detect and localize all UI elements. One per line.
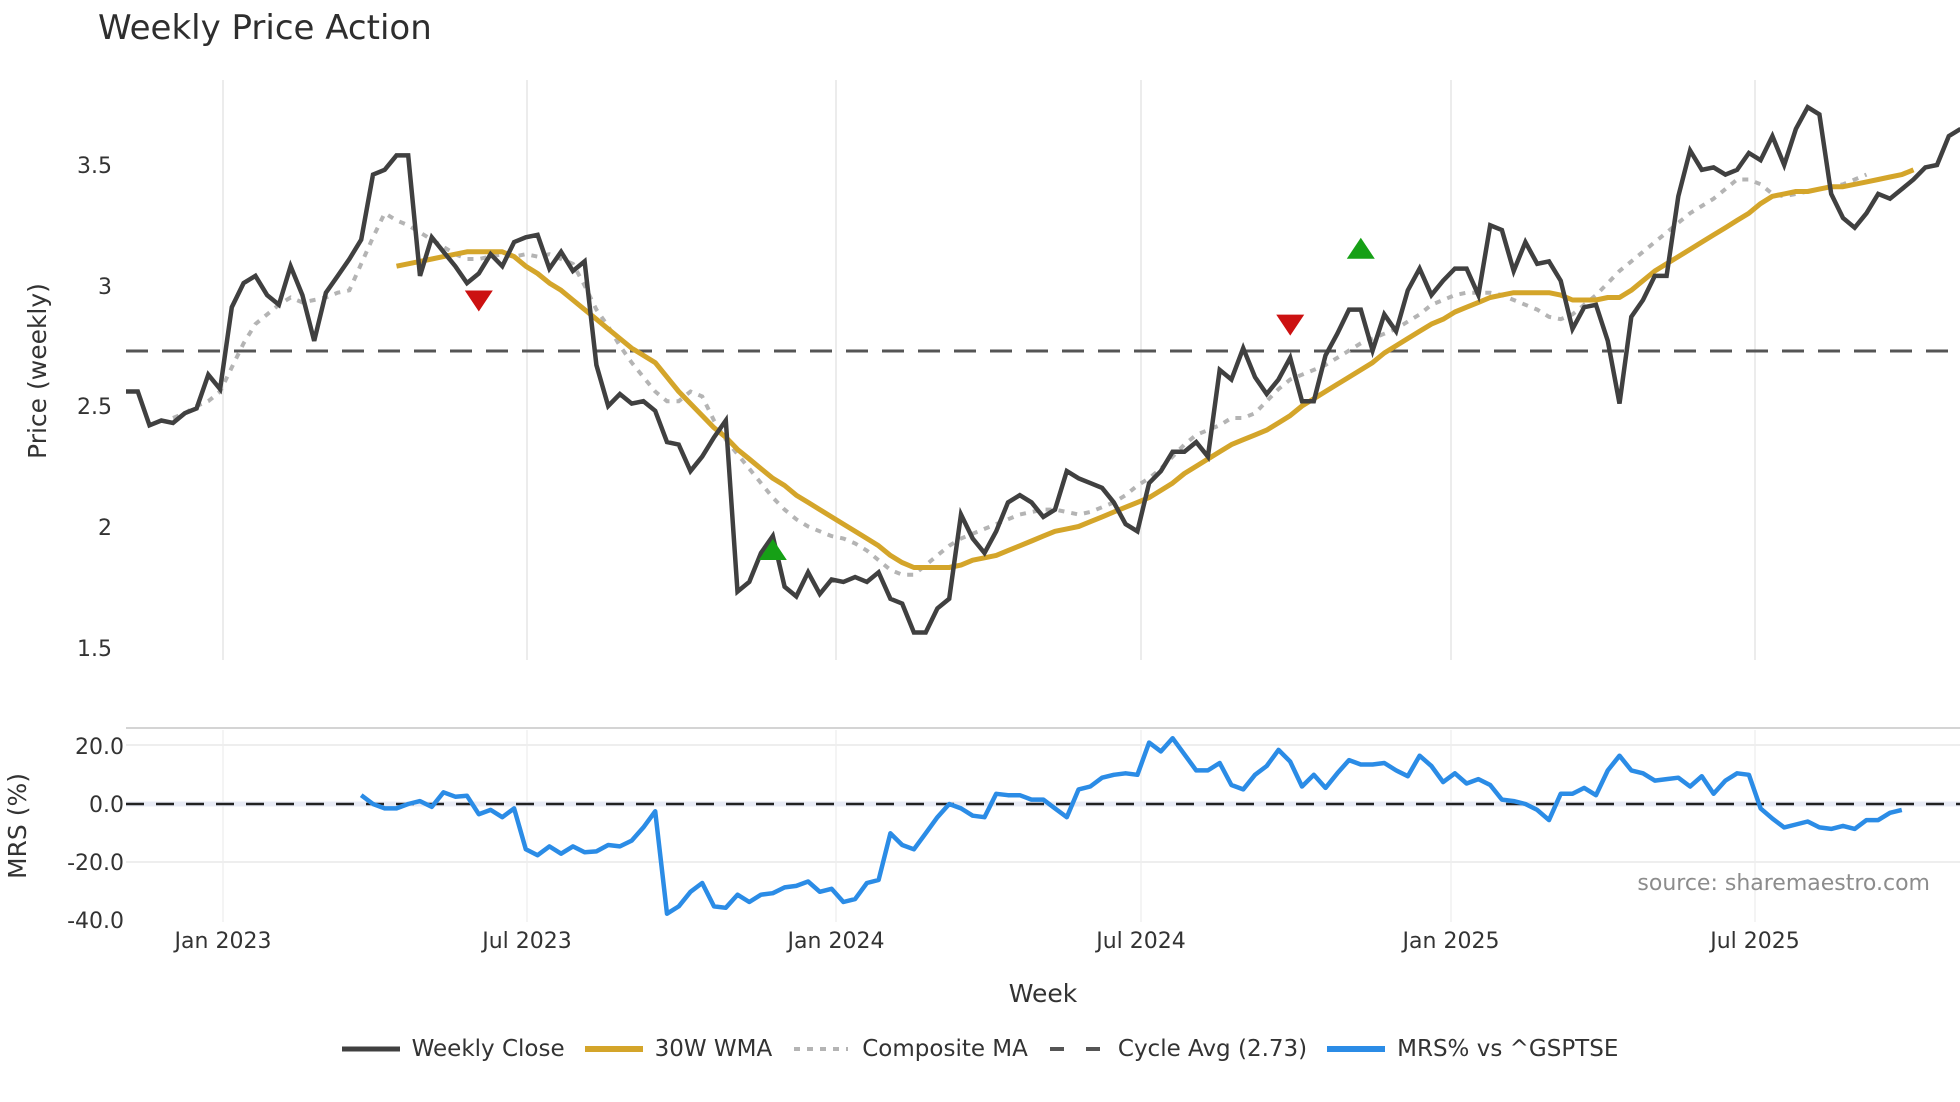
solid-line-icon — [584, 1046, 643, 1052]
x-tick: Jan 2025 — [1401, 929, 1500, 954]
x-axis-ticks: Jan 2023 Jul 2023 Jan 2024 Jul 2024 Jan … — [173, 929, 1800, 954]
price-ytick: 1.5 — [77, 637, 112, 662]
mrs-y-axis-title: MRS (%) — [3, 773, 32, 879]
legend-item-cycle-avg[interactable]: Cycle Avg (2.73) — [1048, 1036, 1307, 1062]
price-ytick: 2.5 — [77, 395, 112, 420]
mrs-ytick: -20.0 — [67, 851, 124, 876]
source-label: source: sharemaestro.com — [1637, 871, 1930, 896]
solid-line-icon — [1327, 1046, 1386, 1052]
mrs-line — [359, 735, 1903, 916]
x-tick: Jan 2024 — [786, 929, 885, 954]
mrs-y-ticks: -40.0 -20.0 0.0 20.0 — [67, 735, 124, 934]
x-axis-title: Week — [1009, 979, 1078, 1008]
legend-label: Cycle Avg (2.73) — [1117, 1036, 1308, 1062]
wma-30w-line — [395, 167, 1915, 570]
sell-signal-triangle-down-icon — [1276, 314, 1305, 336]
legend-item-mrs[interactable]: MRS% vs ^GSPTSE — [1327, 1036, 1618, 1062]
mrs-vertical-gridlines — [222, 730, 1756, 922]
x-tick: Jul 2024 — [1094, 929, 1186, 954]
legend-label: 30W WMA — [654, 1036, 773, 1062]
legend: Weekly Close 30W WMA Composite MA Cycle … — [0, 1036, 1960, 1062]
dotted-line-icon — [794, 1047, 849, 1051]
price-vertical-gridlines — [222, 80, 1756, 660]
price-y-axis-title: Price (weekly) — [23, 283, 52, 459]
weekly-close-line — [126, 104, 1960, 635]
price-ytick: 3 — [98, 275, 112, 300]
x-tick: Jan 2023 — [173, 929, 272, 954]
legend-label: MRS% vs ^GSPTSE — [1397, 1036, 1619, 1062]
chart-title: Weekly Price Action — [98, 8, 432, 48]
mrs-ytick: 20.0 — [75, 735, 124, 760]
legend-label: Composite MA — [862, 1036, 1028, 1062]
buy-signal-triangle-up-icon — [1346, 237, 1375, 259]
dashed-line-icon — [1049, 1047, 1106, 1051]
price-y-ticks: 1.5 2 2.5 3 3.5 — [77, 154, 112, 662]
signal-markers — [464, 237, 1375, 561]
legend-item-composite-ma[interactable]: Composite MA — [792, 1036, 1028, 1062]
sell-signal-triangle-down-icon — [464, 290, 493, 312]
mrs-ytick: 0.0 — [89, 793, 124, 818]
chart-canvas: 1.5 2 2.5 3 3.5 Price (weekly) -40.0 -20… — [3, 80, 1960, 1008]
legend-item-weekly-close[interactable]: Weekly Close — [341, 1036, 565, 1062]
price-ytick: 3.5 — [77, 154, 112, 179]
x-tick: Jul 2023 — [480, 929, 572, 954]
mrs-ytick: -40.0 — [67, 909, 124, 934]
x-tick: Jul 2025 — [1708, 929, 1800, 954]
legend-label: Weekly Close — [411, 1036, 565, 1062]
solid-line-icon — [341, 1046, 400, 1052]
price-ytick: 2 — [98, 516, 112, 541]
composite-ma-line — [172, 172, 1868, 577]
legend-item-30w-wma[interactable]: 30W WMA — [584, 1036, 773, 1062]
buy-signal-triangle-up-icon — [758, 539, 787, 561]
